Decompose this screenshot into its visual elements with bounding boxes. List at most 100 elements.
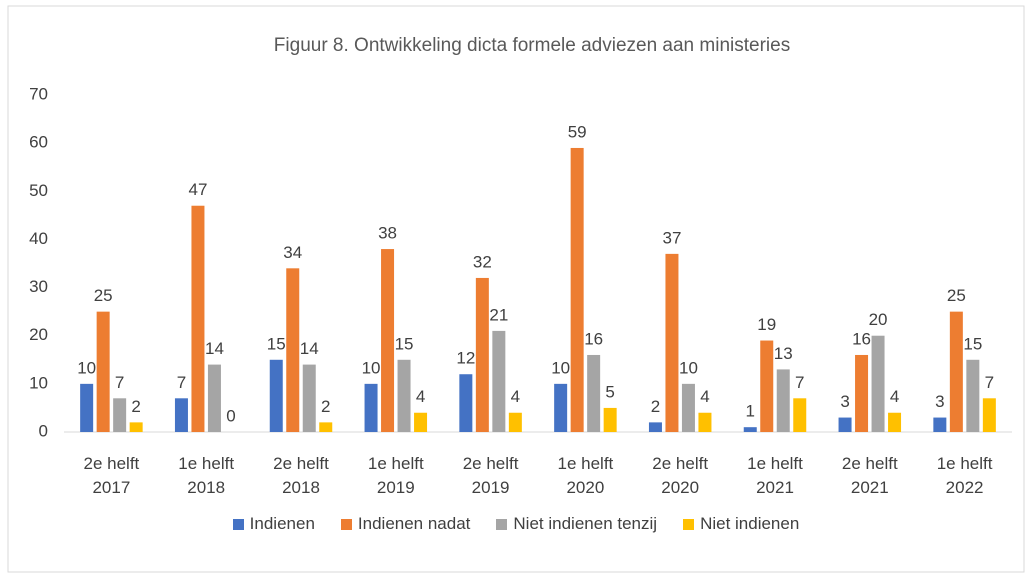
data-label: 7 [115,373,124,392]
bar [838,417,852,432]
legend-label: Niet indienen tenzij [513,514,658,533]
y-tick-label: 60 [29,133,48,152]
bar [966,359,980,432]
x-tick-label: 1e helft 2018 [178,454,235,497]
x-tick-label: 1e helft 2019 [367,454,424,497]
bar [587,354,601,432]
legend-swatch [340,518,352,530]
bar [414,412,428,432]
bar [397,359,411,432]
data-label: 7 [985,373,994,392]
data-label: 20 [869,310,888,329]
data-label: 38 [378,224,397,243]
bar [871,335,885,432]
data-label: 16 [852,329,871,348]
data-label: 19 [757,315,776,334]
data-label: 47 [188,180,207,199]
legend-swatch [232,518,244,530]
data-label: 14 [205,339,224,358]
data-label: 25 [94,286,113,305]
bar [80,383,94,432]
y-tick-label: 50 [29,181,48,200]
bar [888,412,902,432]
data-label: 4 [511,387,520,406]
data-label: 59 [568,122,587,141]
data-label: 21 [489,305,508,324]
bar [286,268,300,432]
y-tick-label: 70 [29,84,48,103]
bar [492,330,506,432]
data-label: 2 [131,397,140,416]
data-label: 37 [662,228,681,247]
data-label: 4 [700,387,709,406]
bar [96,311,110,432]
bar [665,253,679,432]
data-label: 15 [395,334,414,353]
data-label: 5 [605,382,614,401]
bar [191,205,205,432]
data-label: 32 [473,252,492,271]
y-tick-label: 20 [29,325,48,344]
y-tick-label: 10 [29,373,48,392]
bar [681,383,695,432]
data-label: 4 [416,387,425,406]
bar [933,417,947,432]
chart-title: Figuur 8. Ontwikkeling dicta formele adv… [274,35,790,56]
y-tick-label: 40 [29,229,48,248]
legend-swatch [496,518,508,530]
bar [174,398,188,432]
data-label: 16 [584,329,603,348]
data-label: 2 [321,397,330,416]
bar [698,412,712,432]
data-label: 2 [651,397,660,416]
data-label: 15 [963,334,982,353]
legend-swatch [683,518,695,530]
bar [508,412,522,432]
x-tick-label: 2e helft 2018 [273,454,329,497]
x-tick-label: 1e helft 2020 [557,454,614,497]
x-tick-label: 2e helft 2020 [652,454,709,497]
data-label: 34 [283,243,302,262]
bar [319,422,333,432]
data-label: 10 [679,358,698,377]
data-label: 10 [551,358,570,377]
bar [554,383,568,432]
legend: Indienen Indienen nadat Niet indienen tenz… [0,514,1032,534]
bar [364,383,378,432]
data-label: 7 [795,373,804,392]
bar [269,359,283,432]
x-tick-label: 1e helft 2022 [936,454,993,497]
data-label: 25 [947,286,966,305]
bar [302,364,316,432]
x-tick-label: 1e helft 2021 [747,454,803,497]
bar [603,407,617,432]
data-label: 15 [267,334,286,353]
data-label: 7 [177,373,186,392]
data-label: 12 [456,349,475,368]
legend-label: Indienen nadat [357,514,471,533]
bar [776,369,790,432]
y-tick-label: 0 [39,421,48,440]
data-label: 14 [300,339,319,358]
bar [982,398,996,432]
legend-label: Indienen [249,514,315,533]
chart-border [7,5,1025,573]
bar [459,374,473,432]
legend-item: Indienen [232,514,315,534]
bar [760,340,774,432]
bar [381,249,395,432]
bar [207,364,221,432]
x-tick-label: 2e helft 2019 [462,454,519,497]
legend-label: Niet indienen [700,514,800,533]
data-label: 10 [362,358,381,377]
bar [855,354,869,432]
legend-item: Niet indienen [683,514,799,534]
bar [570,147,584,432]
y-tick-label: 30 [29,277,48,296]
bar [949,311,963,432]
bar [648,422,662,432]
x-tick-label: 2e helft 2017 [83,454,140,497]
bar [113,398,127,432]
